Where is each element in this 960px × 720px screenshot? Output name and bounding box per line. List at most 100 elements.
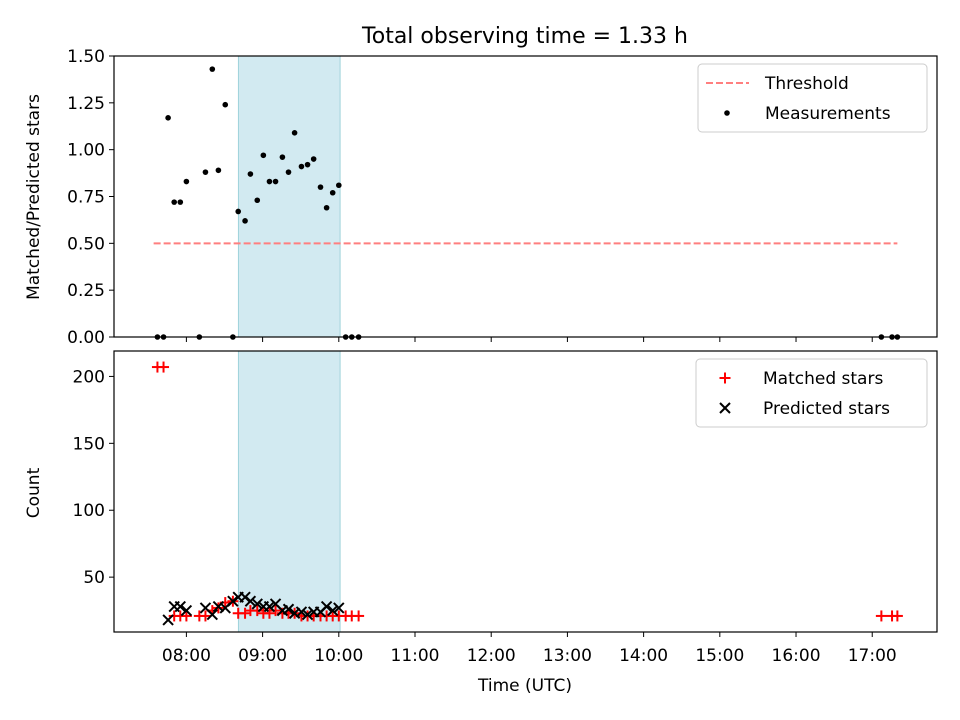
bottom-panel-predicted-stars-point-11-b xyxy=(244,595,257,607)
top-panel-legend-measurements-label: Measurements xyxy=(765,104,891,124)
bottom-panel-predicted-stars-point-3 xyxy=(180,604,193,617)
chart-title: Total observing time = 1.33 h xyxy=(361,24,688,49)
top-panel-measurements-point-16 xyxy=(260,152,267,159)
bottom-panel-matched-stars-point-17 xyxy=(270,605,282,617)
top-panel-y-tick-label-3: 0.75 xyxy=(67,188,105,208)
top-panel-measurements-point-7 xyxy=(202,169,209,175)
bottom-panel-predicted-stars-point-24 xyxy=(326,604,339,617)
top-panel-y-axis-label: Matched/Predicted stars xyxy=(24,94,44,300)
x-tick-label-2: 10:00 xyxy=(314,646,363,666)
bottom-panel-predicted-stars-point-17-b xyxy=(282,603,295,615)
bottom-panel-predicted-stars-point-24-b xyxy=(326,604,339,617)
bottom-panel-matched-stars-point-6 xyxy=(199,610,211,622)
bottom-panel-predicted-stars-point-2 xyxy=(174,600,187,613)
top-panel-y-tick-label-5: 1.25 xyxy=(67,94,105,114)
x-tick-label-7: 15:00 xyxy=(695,646,744,666)
x-tick-label-8: 16:00 xyxy=(772,646,821,666)
top-panel-measurements-point-2 xyxy=(165,115,171,121)
top-panel-measurements-point-28 xyxy=(336,182,342,189)
bottom-panel-legend-box xyxy=(695,358,928,428)
top-panel-measurements-point-13 xyxy=(242,218,248,224)
bottom-panel-legend-matched-stars-label: Matched stars xyxy=(763,369,883,389)
bottom-panel: 50 100 150 200 08:00 09:00 10:00 11:00 12:00 13:0… xyxy=(73,350,938,666)
bottom-panel-predicted-stars-point-0 xyxy=(162,614,174,626)
top-panel-measurements-point-26 xyxy=(323,204,330,211)
top-panel-y-tick-label-0: 0.00 xyxy=(67,328,105,348)
top-panel-measurements-point-25 xyxy=(317,184,324,190)
top-panel-legend-box xyxy=(697,63,928,133)
bottom-panel-predicted-stars-point-23-b xyxy=(320,600,333,613)
bottom-panel-predicted-stars-point-4-b xyxy=(199,602,212,614)
bottom-panel-matched-stars-point-16 xyxy=(263,607,275,619)
bottom-panel-matched-stars-point-14 xyxy=(251,605,263,617)
bottom-panel-predicted-stars-point-19-b xyxy=(295,606,308,618)
top-panel-legend: Threshold Measurements xyxy=(697,63,928,133)
bottom-panel-legend-predicted-stars-marker xyxy=(719,402,731,414)
top-panel-measurements-point-20 xyxy=(285,169,292,175)
bottom-panel-predicted-stars-point-14-b xyxy=(263,600,276,613)
bottom-panel-predicted-stars-point-12 xyxy=(251,598,263,610)
bottom-panel-predicted-stars-point-20-b xyxy=(301,608,314,621)
top-panel-measurements-point-21 xyxy=(291,130,298,136)
bottom-panel-predicted-stars-point-2-b xyxy=(174,600,187,613)
top-panel-measurements-point-4 xyxy=(177,199,184,205)
top-panel-measurements-point-10 xyxy=(222,101,229,108)
bottom-panel-y-tick-label-0: 50 xyxy=(83,568,105,588)
bottom-panel-matched-stars-point-33 xyxy=(891,610,903,622)
top-panel-measurements-point-24 xyxy=(310,156,317,162)
x-tick-label-6: 14:00 xyxy=(619,646,668,666)
top-panel-measurements-point-8 xyxy=(209,66,216,72)
top-panel-measurements-point-14 xyxy=(247,171,254,177)
top-panel: 0.00 0.25 0.50 0.75 1.00 1.25 1.50 Threshold Mea… xyxy=(67,47,938,348)
bottom-panel-predicted-stars-point-3-b xyxy=(180,604,193,617)
bottom-panel-matched-stars-point-31 xyxy=(875,610,887,622)
bottom-panel-predicted-stars-point-14 xyxy=(263,600,276,613)
top-panel-measurements-point-19 xyxy=(279,154,286,160)
x-tick-label-0: 08:00 xyxy=(162,646,211,666)
top-panel-measurements-point-15 xyxy=(254,197,261,204)
bottom-panel-predicted-stars-point-25 xyxy=(333,602,345,614)
bottom-panel-predicted-stars-point-12-b xyxy=(251,598,263,610)
x-tick-label-3: 11:00 xyxy=(391,646,440,666)
bottom-panel-matched-stars-point-4 xyxy=(180,610,192,622)
bottom-panel-predicted-stars-point-5 xyxy=(206,608,219,621)
x-tick-label-1: 09:00 xyxy=(238,646,287,666)
top-panel-legend-threshold-label: Threshold xyxy=(764,74,849,94)
top-panel-measurements-point-9 xyxy=(215,167,222,174)
bottom-panel-legend: Matched stars Predicted stars xyxy=(695,358,928,428)
top-panel-measurements-point-5 xyxy=(183,178,190,185)
bottom-panel-y-tick-label-3: 200 xyxy=(73,367,105,387)
bottom-panel-predicted-stars-point-17 xyxy=(282,603,295,615)
top-panel-y-tick-label-1: 0.25 xyxy=(67,281,105,301)
bottom-panel-legend-matched-stars-marker xyxy=(719,372,731,384)
top-panel-measurements-point-3 xyxy=(171,199,178,205)
x-tick-label-4: 12:00 xyxy=(467,646,516,666)
top-panel-measurements-point-17 xyxy=(266,178,273,185)
bottom-panel-observing-window xyxy=(237,350,341,633)
top-panel-measurements-point-18 xyxy=(272,178,279,185)
top-panel-y-tick-label-4: 1.00 xyxy=(67,141,105,161)
top-panel-observing-window xyxy=(237,55,341,338)
bottom-panel-frame xyxy=(113,350,938,633)
x-tick-label-5: 13:00 xyxy=(543,646,592,666)
top-panel-measurements-point-12 xyxy=(235,208,242,215)
top-panel-legend-measurements-marker xyxy=(724,110,730,116)
bottom-panel-y-axis-label: Count xyxy=(24,467,44,518)
x-axis-label: Time (UTC) xyxy=(477,676,572,696)
top-panel-y-tick-label-6: 1.50 xyxy=(67,47,105,67)
bottom-panel-y-tick-label-2: 150 xyxy=(73,434,105,454)
bottom-panel-predicted-stars-point-5-b xyxy=(206,608,219,621)
bottom-panel-matched-stars-point-1 xyxy=(158,361,170,373)
bottom-panel-predicted-stars-point-15-b xyxy=(269,598,282,610)
bottom-panel-predicted-stars-point-20 xyxy=(301,608,314,621)
top-panel-measurements-point-27 xyxy=(329,189,336,196)
bottom-panel-predicted-stars-point-11 xyxy=(244,595,257,607)
bottom-panel-predicted-stars-point-23 xyxy=(320,600,333,613)
bottom-panel-y-tick-label-1: 100 xyxy=(73,501,105,521)
top-panel-measurements-point-23 xyxy=(304,161,311,168)
bottom-panel-predicted-stars-point-25-b xyxy=(333,602,345,614)
bottom-panel-predicted-stars-point-0-b xyxy=(162,614,174,626)
top-panel-measurements-point-22 xyxy=(298,163,305,170)
bottom-panel-predicted-stars-point-19 xyxy=(295,606,308,618)
